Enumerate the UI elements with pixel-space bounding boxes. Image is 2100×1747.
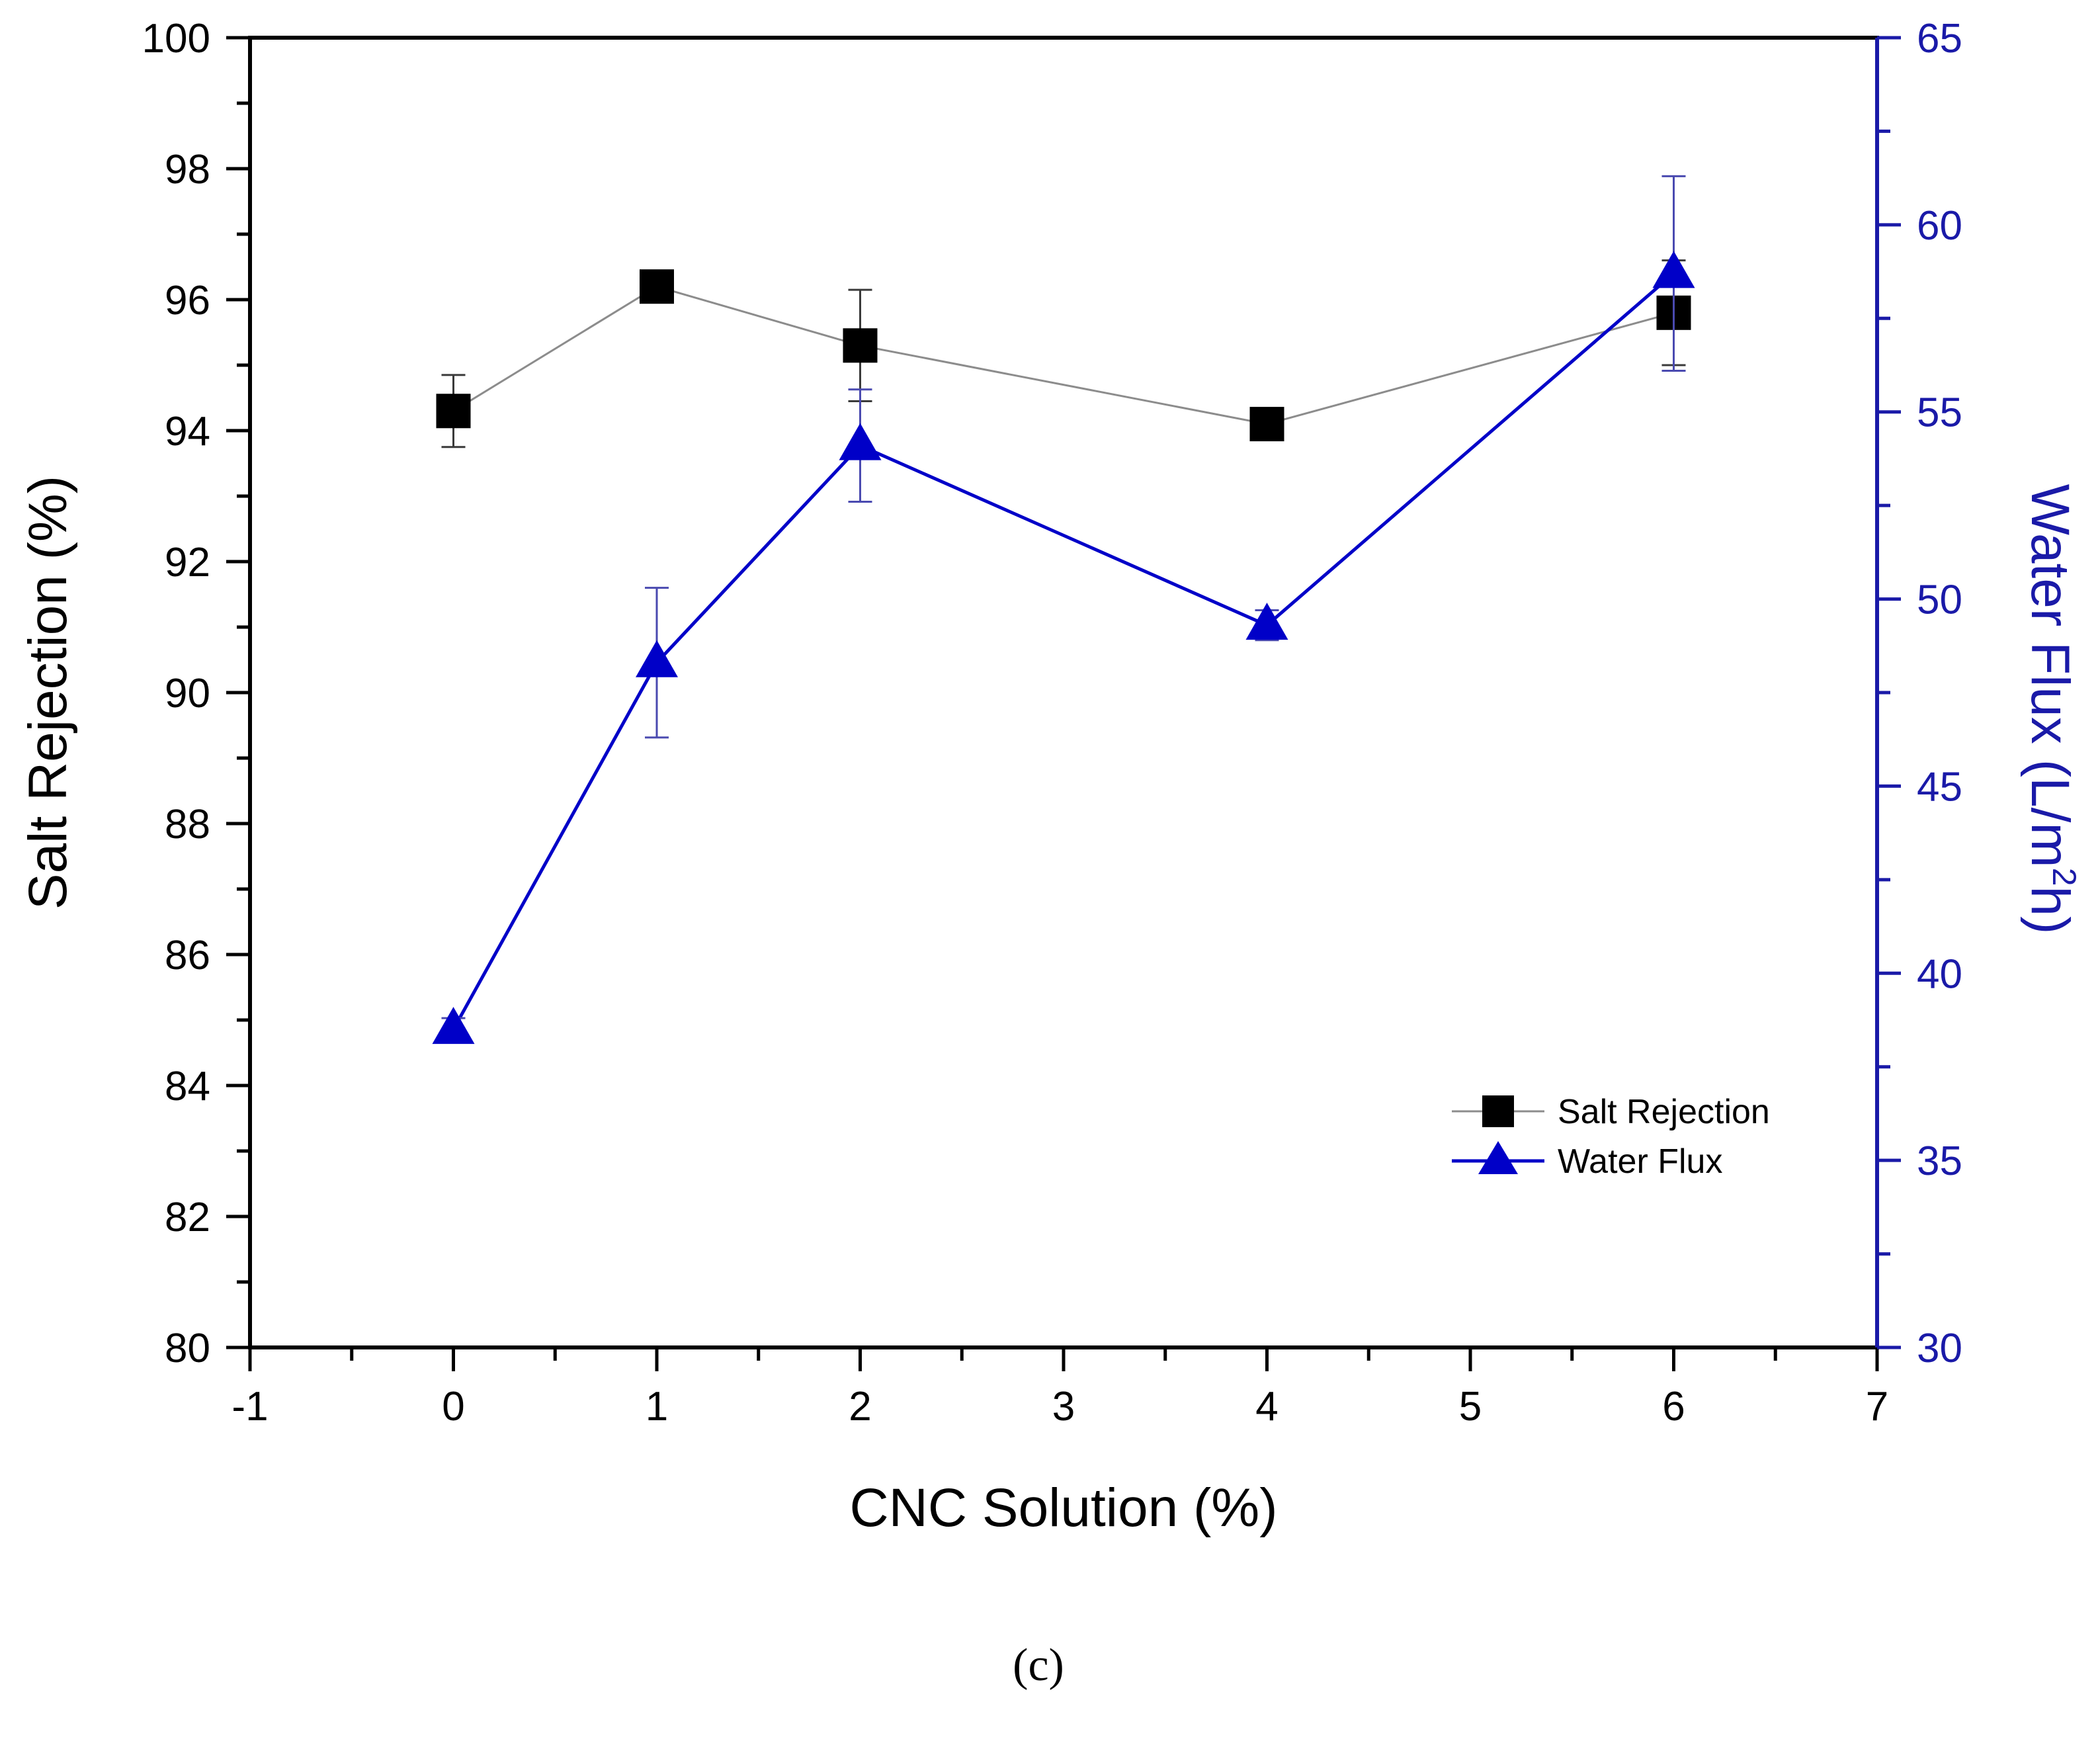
y2-axis-title-tail: h): [2020, 886, 2080, 935]
legend-marker-water-flux: [1478, 1141, 1518, 1174]
water-flux-line: [452, 272, 1675, 1031]
y-tick-label: 92: [165, 540, 210, 585]
salt-rejection-point: [843, 328, 878, 363]
y2-tick-label: 45: [1917, 764, 1962, 810]
y2-axis-title-sup: 2: [2046, 868, 2083, 886]
y-tick-label: 88: [165, 802, 210, 847]
y2-tick-label: 50: [1917, 577, 1962, 623]
salt-rejection-series: [436, 259, 1691, 448]
y2-tick-label: 40: [1917, 951, 1962, 997]
legend-label-water-flux: Water Flux: [1558, 1142, 1722, 1181]
y2-tick-label: 55: [1917, 390, 1962, 436]
x-tick-label: -1: [231, 1384, 268, 1429]
y-tick-label: 96: [165, 278, 210, 323]
y-tick-label: 100: [142, 16, 210, 62]
water-flux-point: [839, 423, 882, 460]
x-tick-label: 5: [1459, 1384, 1482, 1429]
y2-tick-label: 60: [1917, 203, 1962, 249]
salt-rejection-point: [1249, 407, 1284, 442]
x-axis-title: CNC Solution (%): [849, 1478, 1277, 1538]
legend-label-salt-rejection: Salt Rejection: [1558, 1093, 1770, 1131]
x-tick-label: 6: [1662, 1384, 1685, 1429]
legend-marker-salt-rejection: [1482, 1095, 1514, 1127]
y2-axis-title-main: Water Flux (L/m: [2020, 484, 2080, 868]
y-tick-label: 90: [165, 671, 210, 716]
salt-rejection-point: [640, 269, 674, 304]
y2-tick-label: 65: [1917, 16, 1962, 62]
y-tick-label: 82: [165, 1195, 210, 1240]
water-flux-point: [432, 1007, 475, 1044]
y2-tick-label: 35: [1917, 1138, 1962, 1184]
y2-tick-label: 30: [1917, 1326, 1962, 1371]
water-flux-point: [1245, 603, 1288, 640]
x-tick-label: 7: [1866, 1384, 1888, 1429]
legend: Salt Rejection Water Flux: [1452, 1093, 1770, 1181]
axis-ticks: -1 0 1 2 3 4 5 6 7808284868890929496981003035404…: [142, 16, 1962, 1429]
water-flux-point: [636, 640, 678, 677]
x-tick-label: 1: [646, 1384, 668, 1429]
y-tick-label: 98: [165, 147, 210, 192]
water-flux-series: [432, 175, 1695, 1044]
x-tick-label: 4: [1255, 1384, 1278, 1429]
x-tick-label: 3: [1052, 1384, 1075, 1429]
water-flux-point: [1652, 251, 1695, 288]
y-tick-label: 80: [165, 1326, 210, 1371]
series-layer: [432, 175, 1695, 1044]
figure-caption: (c): [1013, 1640, 1064, 1691]
y-tick-label: 86: [165, 933, 210, 978]
salt-rejection-point: [436, 394, 471, 429]
y2-axis-title: Water Flux (L/m2h): [2020, 484, 2083, 935]
y-tick-label: 84: [165, 1064, 210, 1109]
x-tick-label: 2: [849, 1384, 871, 1429]
x-tick-label: 0: [442, 1384, 464, 1429]
y-axis-title: Salt Rejection (%): [18, 476, 78, 910]
salt-rejection-line: [452, 285, 1674, 425]
y-tick-label: 94: [165, 409, 210, 454]
